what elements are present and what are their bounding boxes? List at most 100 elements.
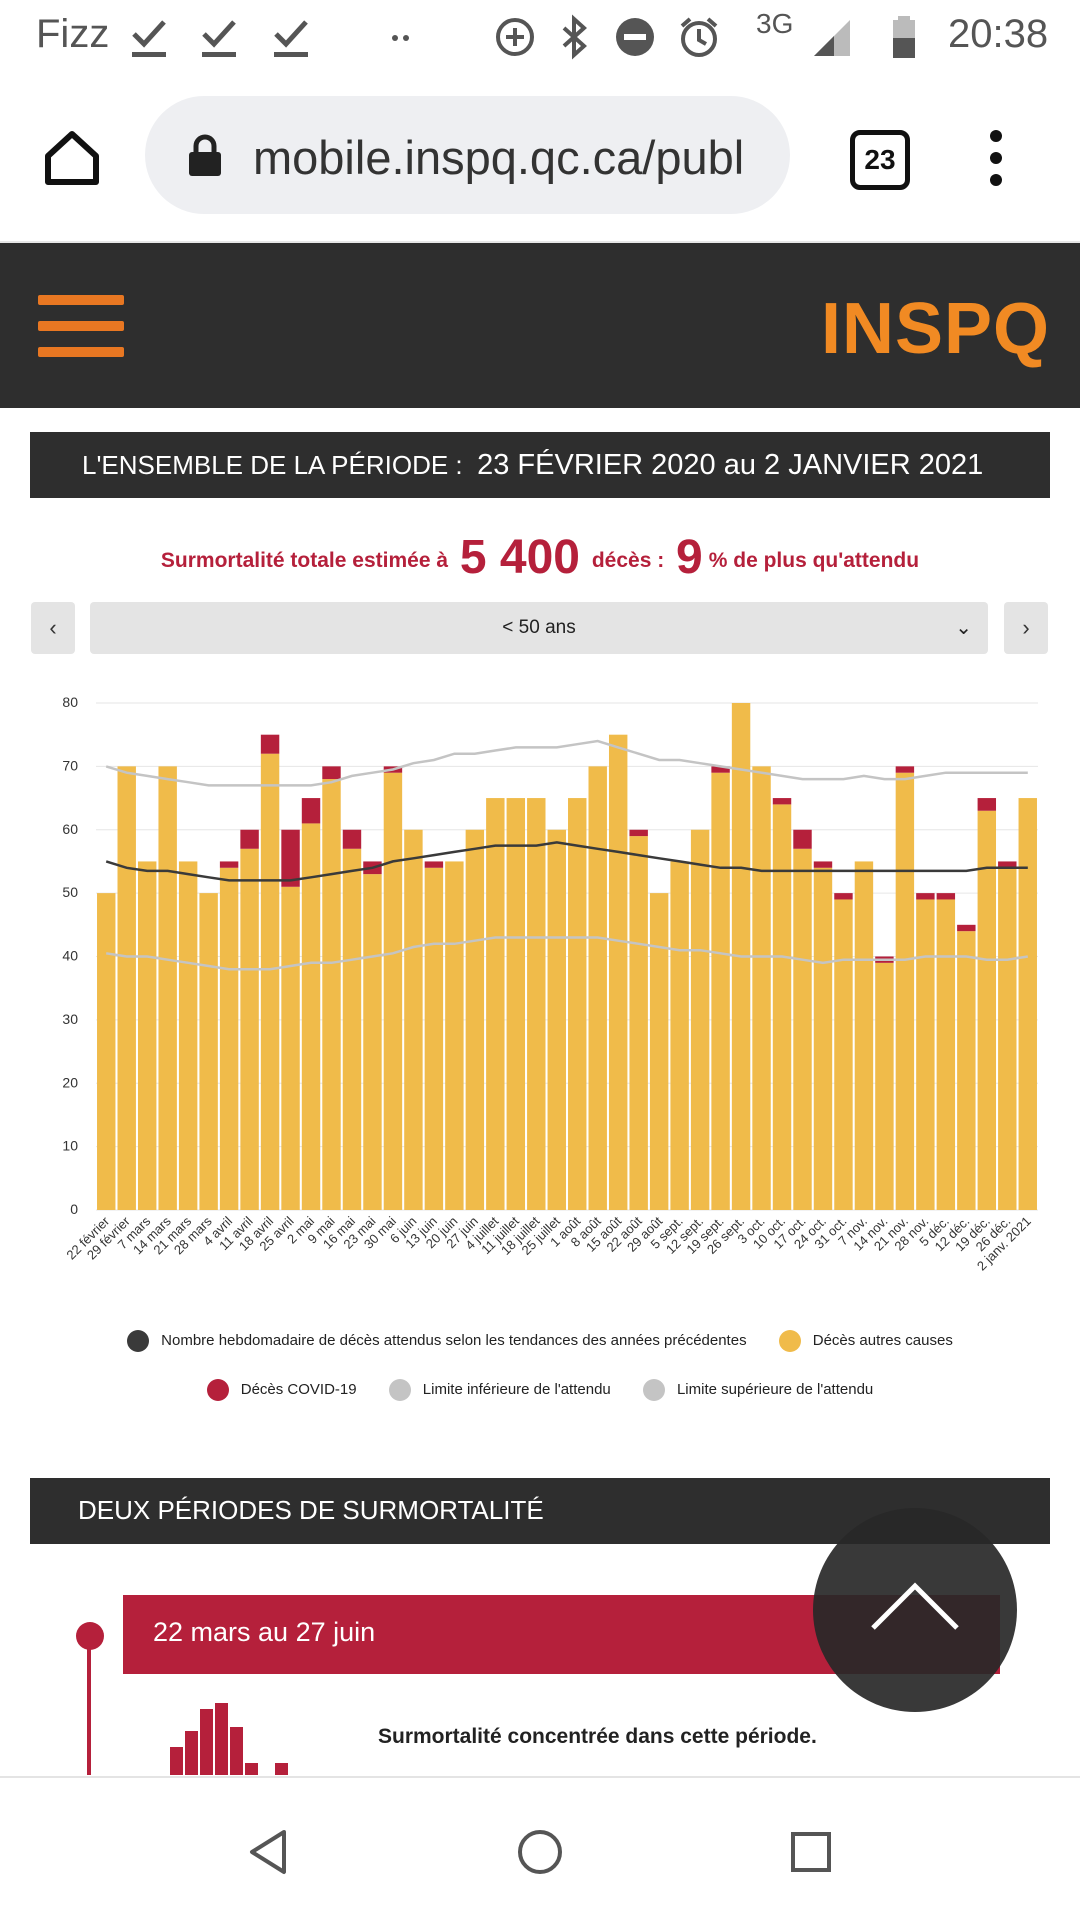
legend-swatch (778, 1330, 801, 1352)
bar-other-causes (322, 779, 341, 1210)
banner-text: L'ENSEMBLE DE LA PÉRIODE : 23 FÉVRIER 20… (82, 449, 983, 482)
chevron-up-icon (871, 1582, 959, 1630)
bar-covid (834, 893, 853, 900)
bar-other-causes (895, 772, 915, 1210)
bar-other-causes (97, 893, 116, 1210)
home-nav-icon[interactable] (516, 1828, 564, 1876)
bar-other-causes (506, 798, 526, 1210)
bar-other-causes (301, 823, 321, 1210)
bar-other-causes (486, 798, 505, 1210)
bar-covid (711, 766, 730, 773)
recents-icon[interactable] (789, 1830, 833, 1874)
period-description: Surmortalité concentrée dans cette pério… (378, 1725, 817, 1748)
y-tick-label: 0 (70, 1201, 78, 1217)
site-logo[interactable]: INSPQ (820, 289, 1050, 369)
tab-switcher-button[interactable]: 23 (850, 130, 910, 190)
bar-other-causes (1018, 798, 1037, 1210)
age-group-select[interactable]: < 50 ans ⌄ (90, 602, 988, 654)
bar-other-causes (158, 766, 177, 1210)
legend-item-expected[interactable]: Nombre hebdomadaire de décès attendus se… (127, 1330, 747, 1352)
upper-limit-line (105, 739, 1028, 787)
period-label: 22 mars au 27 juin (153, 1617, 376, 1647)
section-title: L'ENSEMBLE DE LA PÉRIODE : (82, 450, 463, 480)
y-tick-label: 40 (62, 948, 78, 964)
bar-other-causes (813, 867, 833, 1210)
bar-other-causes (875, 962, 894, 1210)
bar-other-causes (178, 861, 198, 1210)
bar-covid (916, 893, 935, 900)
bar-other-causes (608, 734, 628, 1210)
bar-covid (977, 798, 997, 811)
bluetooth-icon (562, 14, 587, 60)
bar-other-causes (629, 836, 648, 1210)
bar-covid (957, 924, 976, 932)
bar-other-causes (936, 899, 956, 1210)
legend-label: Limite supérieure de l'attendu (676, 1380, 874, 1398)
bar-covid (219, 861, 239, 868)
section2-title: DEUX PÉRIODES DE SURMORTALITÉ (78, 1495, 544, 1525)
bar-covid (998, 861, 1017, 868)
bar-other-causes (363, 874, 382, 1210)
address-bar[interactable]: mobile.inspq.qc.ca/publ (145, 96, 790, 214)
chart-legend-row2: Décès COVID-19 Limite inférieure de l'at… (0, 1379, 1080, 1401)
prev-age-group-button[interactable]: ‹ (31, 602, 75, 654)
back-to-top-button[interactable] (813, 1508, 1017, 1712)
data-saver-icon (496, 18, 534, 56)
url-text: mobile.inspq.qc.ca/publ (253, 131, 745, 184)
bar-other-causes (834, 899, 853, 1210)
bar-covid (342, 829, 362, 849)
bar-other-causes (670, 861, 689, 1210)
legend-item-upper-limit[interactable]: Limite supérieure de l'attendu (642, 1379, 874, 1401)
bar-other-causes (772, 804, 792, 1210)
menu-icon[interactable] (38, 295, 124, 357)
bar-other-causes (219, 867, 239, 1210)
alarm-icon (680, 17, 718, 57)
y-tick-label: 80 (62, 694, 78, 710)
excess-mortality-summary: Surmortalité totale estimée à 5 400 décè… (0, 530, 1080, 585)
legend-item-covid[interactable]: Décès COVID-19 (206, 1379, 357, 1401)
y-axis-ticks: 0 10 20 30 40 50 60 70 80 (62, 694, 78, 1217)
y-tick-label: 20 (62, 1074, 78, 1090)
y-tick-label: 10 (62, 1138, 78, 1154)
chart-legend-row1: Nombre hebdomadaire de décès attendus se… (0, 1330, 1080, 1352)
bar-other-causes (998, 867, 1017, 1210)
section-dates: 23 FÉVRIER 2020 au 2 JANVIER 2021 (477, 449, 984, 481)
bar-other-causes (690, 829, 710, 1210)
bar-covid (281, 829, 300, 887)
lock-icon (189, 134, 221, 176)
overflow-menu-icon[interactable] (984, 128, 1008, 188)
bar-covid (260, 734, 280, 754)
legend-label: Décès autres causes (812, 1331, 953, 1349)
summary-deaths: 5 400 (459, 531, 580, 584)
bar-other-causes (527, 798, 546, 1210)
clock: 20:38 (948, 12, 1049, 56)
legend-swatch (642, 1379, 665, 1401)
section-banner-period: L'ENSEMBLE DE LA PÉRIODE : 23 FÉVRIER 20… (30, 432, 1050, 498)
back-icon[interactable] (246, 1828, 290, 1876)
bar-covid (772, 798, 792, 805)
legend-label: Limite inférieure de l'attendu (422, 1380, 611, 1398)
check-icon (274, 20, 308, 57)
check-icon (202, 20, 236, 57)
legend-item-lower-limit[interactable]: Limite inférieure de l'attendu (388, 1379, 611, 1401)
legend-swatch (388, 1379, 411, 1401)
chevron-down-icon: ⌄ (955, 617, 972, 639)
bar-covid (895, 766, 915, 773)
summary-percent: 9 (676, 531, 703, 584)
next-age-group-button[interactable]: › (1004, 602, 1048, 654)
summary-prefix: Surmortalité totale estimée à (160, 549, 449, 572)
legend-label: Nombre hebdomadaire de décès attendus se… (161, 1331, 747, 1349)
bar-other-causes (281, 886, 300, 1210)
bar-other-causes (199, 893, 218, 1210)
bar-covid (240, 829, 259, 849)
bar-covid (793, 829, 812, 849)
home-icon[interactable] (40, 126, 104, 190)
timeline-line (87, 1635, 91, 1775)
legend-item-other-causes[interactable]: Décès autres causes (778, 1330, 953, 1352)
check-icon (132, 20, 166, 57)
summary-deaths-unit: décès : (591, 549, 665, 572)
bar-other-causes (568, 798, 587, 1210)
expected-line (105, 841, 1028, 882)
carrier-label: Fizz (36, 12, 110, 56)
dots-icon (392, 35, 409, 41)
